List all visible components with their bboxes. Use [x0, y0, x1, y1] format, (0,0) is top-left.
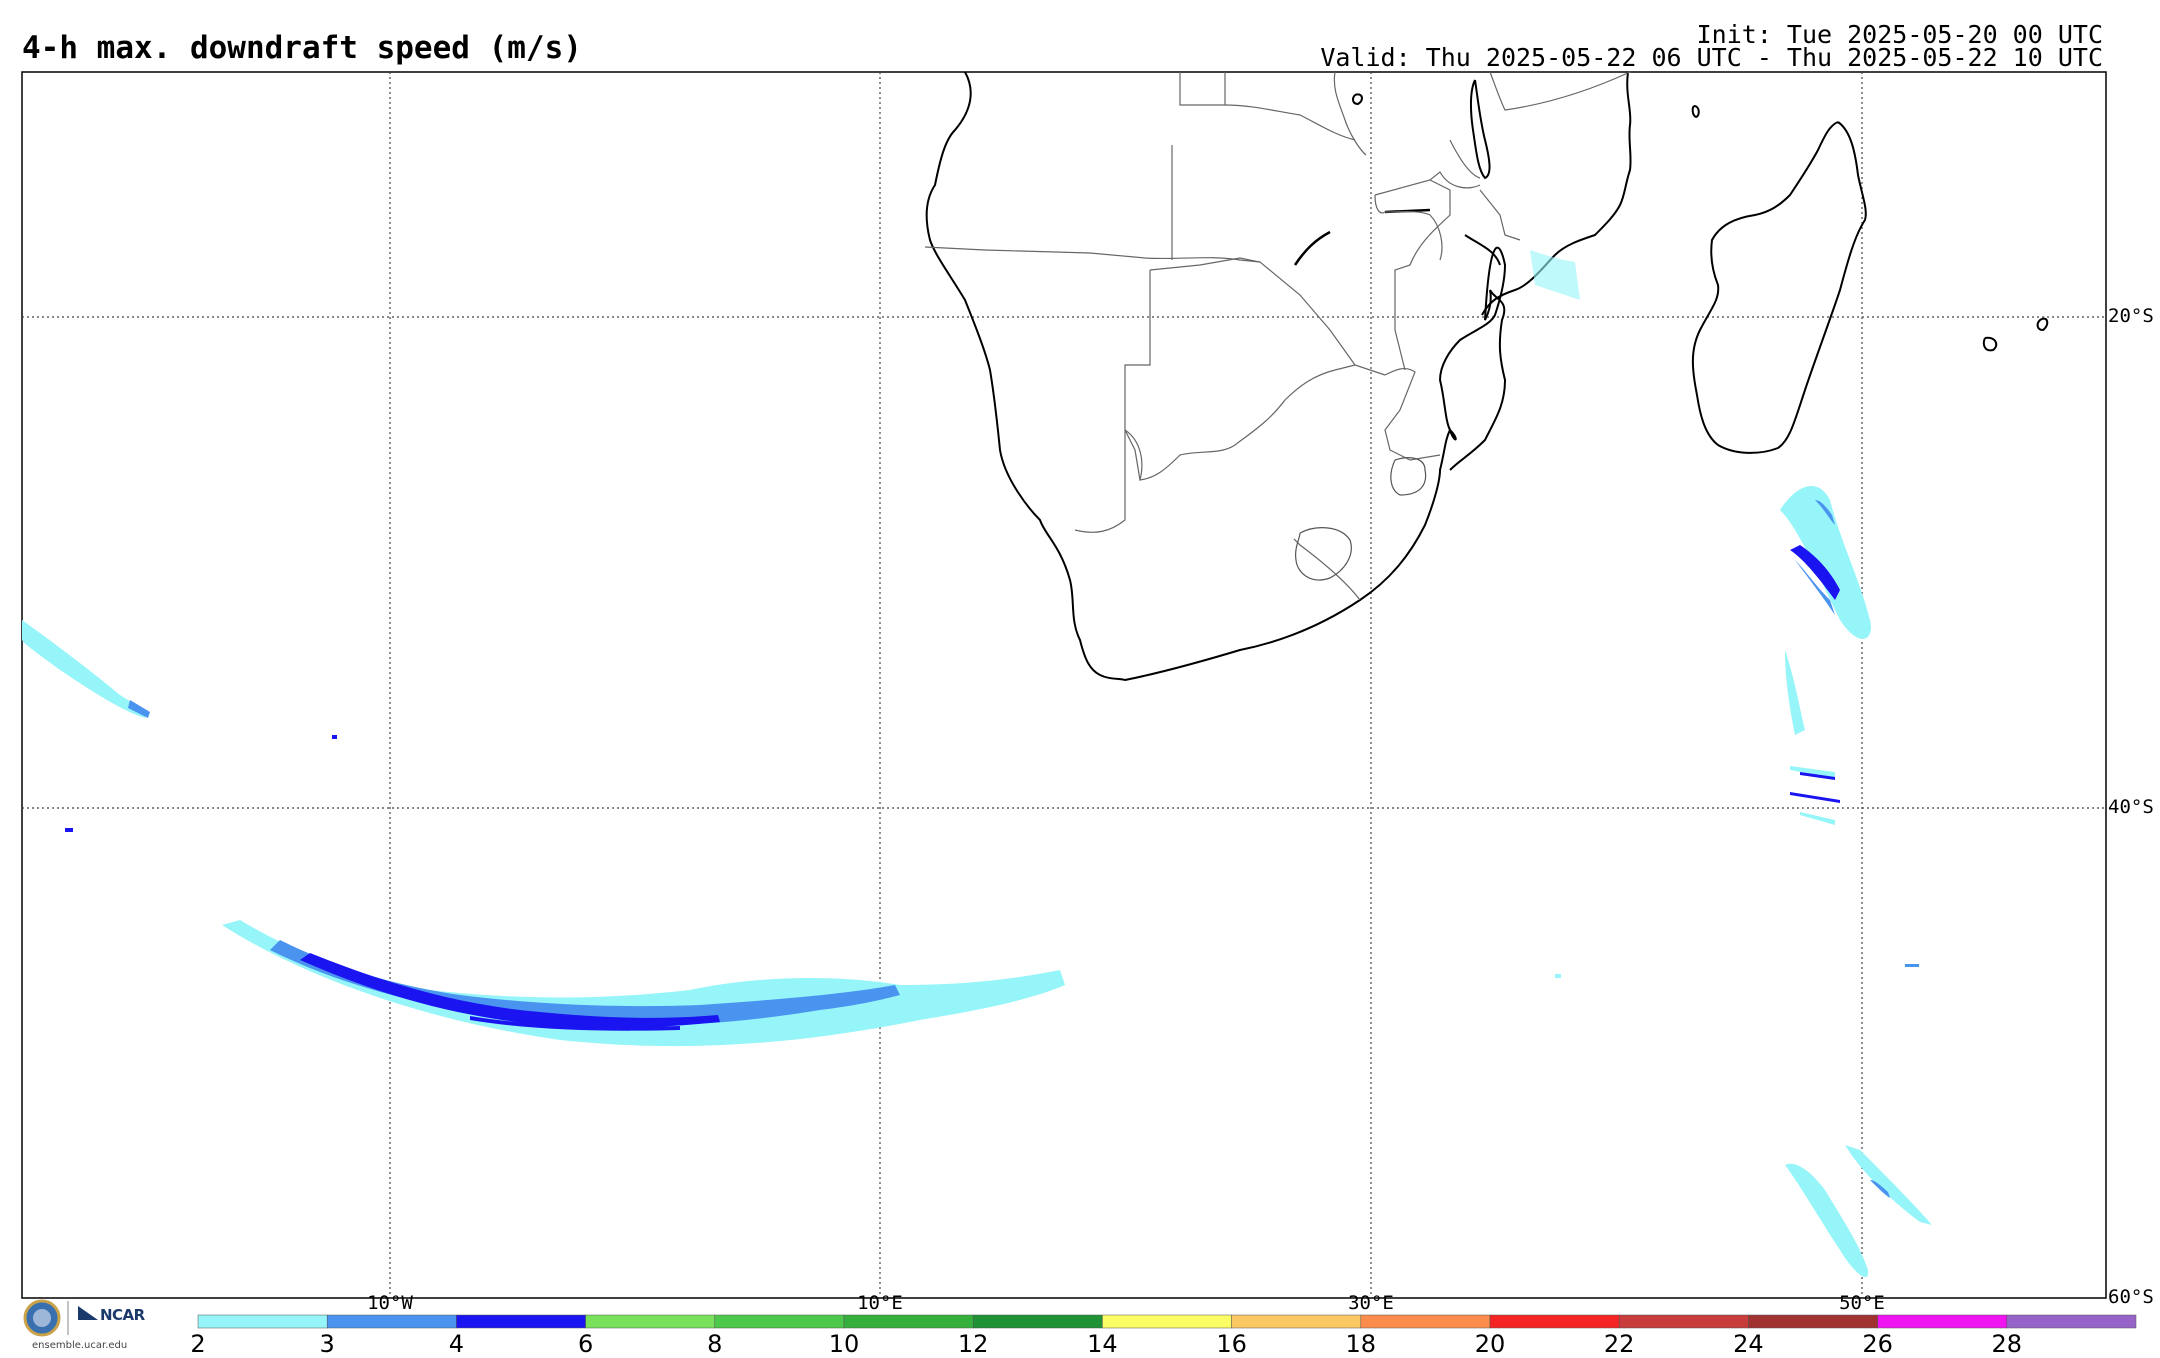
colorbar-swatch	[2006, 1314, 2137, 1329]
colorbar-tick-label: 16	[1216, 1330, 1247, 1358]
country-borders	[924, 71, 1631, 601]
colorbar-swatch	[1102, 1314, 1232, 1329]
downdraft-patches-west	[22, 620, 337, 832]
colorbar-swatch	[1877, 1314, 2008, 1329]
lon-label-30e: 30°E	[1348, 1292, 1394, 1314]
lat-label-20s: 20°S	[2108, 305, 2154, 327]
lake-north	[1352, 93, 1363, 106]
lake-kariba	[1293, 230, 1331, 266]
lon-label-50e: 50°E	[1839, 1292, 1885, 1314]
valid-time: Valid: Thu 2025-05-22 06 UTC - Thu 2025-…	[1320, 43, 2103, 72]
init-time: Init: Tue 2025-05-20 00 UTC	[1696, 20, 2103, 49]
colorbar-tick-label: 3	[319, 1330, 335, 1358]
lon-label-10e: 10°E	[857, 1292, 903, 1314]
graticule	[22, 72, 2106, 1298]
colorbar-swatch	[843, 1314, 974, 1329]
colorbar-tick-label: 10	[828, 1330, 860, 1358]
lon-label-10w: 10°W	[367, 1292, 413, 1314]
colorbar-swatch	[1231, 1314, 1362, 1329]
colorbar-swatch	[1618, 1314, 1749, 1329]
colorbar-tick-label: 6	[577, 1330, 594, 1358]
colorbar-tick-label: 2	[190, 1330, 206, 1358]
nsf-ncar-logo	[22, 1298, 152, 1342]
colorbar-tick-label: 12	[957, 1330, 989, 1358]
colorbar-swatch	[1360, 1314, 1491, 1329]
lake-malawi	[1469, 79, 1491, 180]
colorbar-tick-label: 20	[1474, 1330, 1506, 1358]
downdraft-patches-east	[1530, 250, 1932, 1278]
lat-label-40s: 40°S	[2108, 796, 2154, 818]
colorbar-swatch	[714, 1314, 845, 1329]
zambezi-delta	[1464, 234, 1501, 266]
island-comoros	[1691, 105, 1700, 119]
colorbar-tick-label: 18	[1345, 1330, 1377, 1358]
colorbar-tick-label: 28	[1991, 1330, 2023, 1358]
colorbar-tick-label: 8	[707, 1330, 723, 1358]
colorbar-swatch	[326, 1314, 457, 1329]
downdraft-band-atlantic	[222, 920, 1065, 1047]
colorbar-swatch	[197, 1314, 328, 1329]
colorbar-swatch	[972, 1314, 1103, 1329]
colorbar-tick-label: 22	[1603, 1330, 1635, 1358]
colorbar-tick-label: 26	[1862, 1330, 1893, 1358]
map-title: 4-h max. downdraft speed (m/s)	[22, 30, 582, 66]
africa-coastline	[925, 71, 1507, 682]
ncar-mark-icon	[78, 1306, 98, 1320]
colorbar-swatch	[1748, 1314, 1878, 1329]
africa-east-coast	[1481, 71, 1632, 316]
ncar-label: NCAR	[100, 1306, 145, 1324]
colorbar-swatch	[585, 1314, 716, 1329]
colorbar	[197, 1314, 2137, 1329]
colorbar-tick-label: 14	[1087, 1330, 1118, 1358]
colorbar-tick-label: 4	[448, 1330, 465, 1358]
colorbar-tick-label: 24	[1733, 1330, 1764, 1358]
website-url: ensemble.ucar.edu	[32, 1340, 128, 1351]
madagascar	[1691, 121, 1867, 454]
island-mauritius	[2036, 317, 2049, 332]
island-reunion	[1982, 336, 1998, 352]
colorbar-swatch	[1489, 1314, 1620, 1329]
colorbar-swatch	[456, 1314, 586, 1329]
lat-label-60s: 60°S	[2108, 1286, 2154, 1308]
map-frame	[21, 71, 2107, 1299]
